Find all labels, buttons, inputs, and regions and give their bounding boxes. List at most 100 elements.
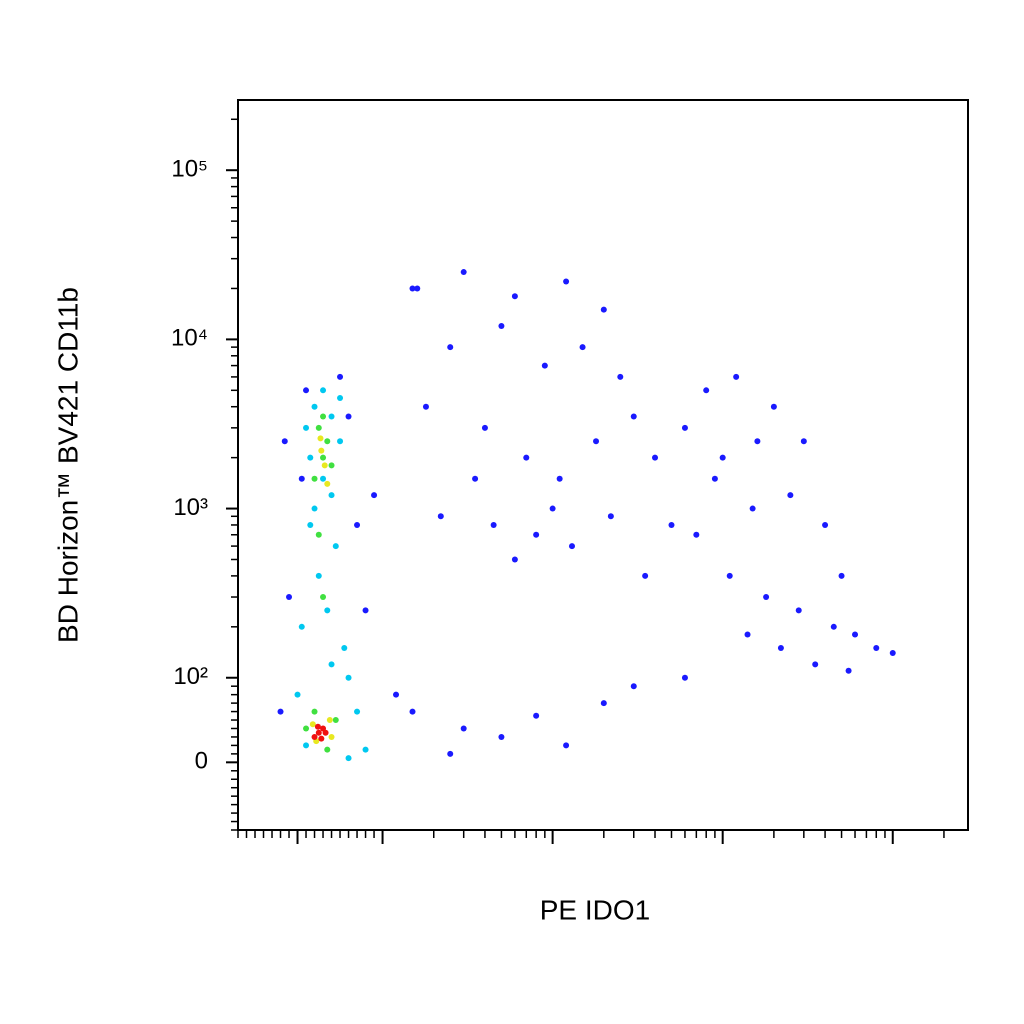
data-point bbox=[328, 661, 335, 668]
data-point bbox=[315, 531, 322, 538]
data-point bbox=[341, 644, 348, 651]
data-point bbox=[320, 475, 327, 482]
data-point bbox=[311, 403, 318, 410]
data-point bbox=[326, 717, 333, 724]
data-point bbox=[362, 607, 369, 614]
y-tick-label: 10² bbox=[173, 663, 208, 690]
data-point bbox=[318, 447, 325, 454]
data-point bbox=[460, 725, 467, 732]
data-point bbox=[345, 413, 352, 420]
data-point bbox=[298, 623, 305, 630]
data-point bbox=[845, 667, 852, 674]
data-point bbox=[822, 521, 829, 528]
data-point bbox=[719, 454, 726, 461]
data-point bbox=[414, 285, 421, 292]
data-point bbox=[681, 424, 688, 431]
data-point bbox=[294, 691, 301, 698]
data-point bbox=[523, 454, 530, 461]
data-point bbox=[549, 505, 556, 512]
data-point bbox=[600, 306, 607, 313]
data-point bbox=[556, 475, 563, 482]
data-point bbox=[409, 708, 416, 715]
data-point bbox=[303, 742, 310, 749]
data-point bbox=[337, 438, 344, 445]
data-point bbox=[281, 438, 288, 445]
data-point bbox=[311, 505, 318, 512]
data-point bbox=[354, 521, 361, 528]
data-point bbox=[770, 403, 777, 410]
data-point bbox=[354, 708, 361, 715]
data-point bbox=[630, 683, 637, 690]
data-point bbox=[314, 723, 321, 730]
data-point bbox=[409, 285, 416, 292]
data-point bbox=[481, 424, 488, 431]
data-point bbox=[332, 717, 339, 724]
data-point bbox=[315, 729, 322, 736]
data-point bbox=[711, 475, 718, 482]
data-point bbox=[838, 572, 845, 579]
data-point bbox=[328, 413, 335, 420]
data-point bbox=[303, 387, 310, 394]
data-point bbox=[324, 480, 331, 487]
data-point bbox=[320, 594, 327, 601]
data-point bbox=[460, 269, 467, 276]
data-point bbox=[763, 594, 770, 601]
data-point bbox=[749, 505, 756, 512]
data-point bbox=[642, 572, 649, 579]
x-axis-label: PE IDO1 bbox=[540, 894, 650, 925]
y-tick-label: 0 bbox=[195, 748, 208, 775]
data-point bbox=[447, 344, 454, 351]
data-point bbox=[795, 607, 802, 614]
data-point bbox=[345, 674, 352, 681]
data-point bbox=[311, 475, 318, 482]
data-point bbox=[303, 424, 310, 431]
data-point bbox=[311, 708, 318, 715]
data-point bbox=[320, 387, 327, 394]
data-point bbox=[437, 513, 444, 520]
data-point bbox=[307, 521, 314, 528]
data-point bbox=[617, 373, 624, 380]
data-point bbox=[324, 438, 331, 445]
data-point bbox=[777, 644, 784, 651]
data-point bbox=[320, 454, 327, 461]
data-point bbox=[490, 521, 497, 528]
data-point bbox=[286, 594, 293, 601]
data-point bbox=[498, 322, 505, 329]
data-point bbox=[652, 454, 659, 461]
data-point bbox=[830, 623, 837, 630]
data-point bbox=[311, 733, 318, 740]
data-point bbox=[533, 712, 540, 719]
data-point bbox=[324, 746, 331, 753]
data-point bbox=[600, 700, 607, 707]
data-point bbox=[852, 631, 859, 638]
data-point bbox=[307, 454, 314, 461]
data-point bbox=[568, 543, 575, 550]
data-point bbox=[563, 278, 570, 285]
data-point bbox=[607, 513, 614, 520]
plot-frame bbox=[237, 99, 969, 831]
data-point bbox=[693, 531, 700, 538]
data-point bbox=[393, 691, 400, 698]
data-point bbox=[668, 521, 675, 528]
data-point bbox=[337, 395, 344, 402]
data-point bbox=[324, 607, 331, 614]
data-point bbox=[630, 413, 637, 420]
data-point bbox=[328, 733, 335, 740]
data-point bbox=[472, 475, 479, 482]
data-point bbox=[787, 492, 794, 499]
data-point bbox=[733, 373, 740, 380]
data-point bbox=[563, 742, 570, 749]
data-point bbox=[800, 438, 807, 445]
data-point bbox=[447, 750, 454, 757]
data-point bbox=[726, 572, 733, 579]
data-point bbox=[332, 543, 339, 550]
data-point bbox=[744, 631, 751, 638]
data-point bbox=[298, 475, 305, 482]
data-point bbox=[812, 661, 819, 668]
data-point bbox=[873, 644, 880, 651]
data-point bbox=[317, 435, 324, 442]
data-point bbox=[703, 387, 710, 394]
data-point bbox=[309, 721, 316, 728]
